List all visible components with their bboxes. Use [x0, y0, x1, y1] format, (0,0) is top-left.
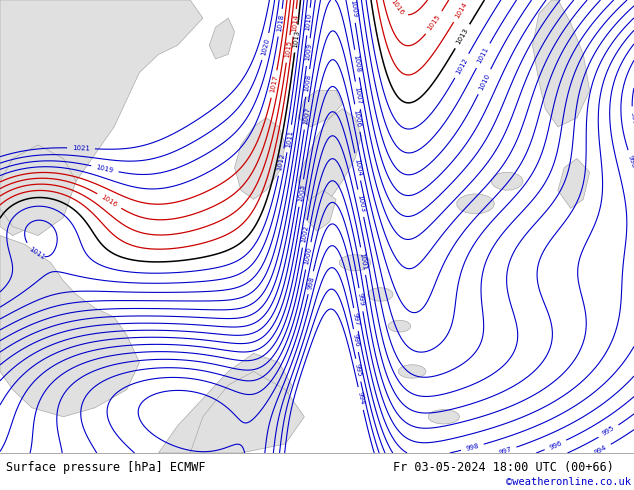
Text: 1003: 1003: [356, 194, 366, 213]
Text: 1018: 1018: [276, 13, 285, 32]
Text: 1007: 1007: [353, 86, 363, 105]
Text: Fr 03-05-2024 18:00 UTC (00+66): Fr 03-05-2024 18:00 UTC (00+66): [393, 461, 614, 474]
Text: 995: 995: [601, 425, 616, 437]
Text: 1012: 1012: [276, 153, 286, 172]
Text: 1017: 1017: [269, 74, 279, 94]
Text: 996: 996: [548, 440, 563, 450]
Text: 1008: 1008: [304, 74, 312, 92]
Text: 994: 994: [356, 392, 365, 406]
Text: 1000: 1000: [304, 246, 313, 265]
Text: 1013: 1013: [292, 29, 301, 48]
Text: 1014: 1014: [291, 14, 299, 32]
Text: 999: 999: [357, 293, 365, 307]
Text: 994: 994: [593, 444, 608, 456]
Text: 1004: 1004: [353, 157, 363, 176]
Text: ©weatheronline.co.uk: ©weatheronline.co.uk: [506, 477, 631, 487]
Text: 1014: 1014: [454, 1, 468, 20]
Text: 1001: 1001: [359, 252, 368, 270]
Text: 1010: 1010: [478, 73, 491, 91]
Text: 1016: 1016: [389, 0, 405, 16]
Text: 1016: 1016: [100, 194, 119, 208]
Text: 1011: 1011: [27, 245, 46, 261]
Text: 1011: 1011: [476, 46, 490, 65]
Text: 1011: 1011: [285, 129, 294, 148]
Text: 1015: 1015: [284, 40, 292, 58]
Text: 1006: 1006: [353, 109, 362, 127]
Text: 1012: 1012: [455, 57, 469, 75]
Text: 995: 995: [354, 363, 363, 377]
Text: 1015: 1015: [427, 14, 442, 32]
Text: 1020: 1020: [261, 37, 271, 56]
Text: 1013: 1013: [455, 27, 470, 46]
Text: 998: 998: [465, 442, 480, 452]
Text: 1009: 1009: [349, 0, 358, 19]
Text: 1021: 1021: [72, 145, 90, 151]
Text: 1010: 1010: [304, 12, 313, 31]
Text: 1005: 1005: [297, 184, 306, 202]
Text: 997: 997: [352, 312, 360, 327]
Text: 1009: 1009: [304, 43, 313, 61]
Text: 998: 998: [627, 154, 634, 169]
Text: 997: 997: [629, 111, 634, 125]
Text: 996: 996: [352, 333, 360, 348]
Text: 998: 998: [306, 275, 315, 290]
Text: 1007: 1007: [302, 106, 311, 125]
Text: 1002: 1002: [301, 224, 309, 243]
Text: 1019: 1019: [96, 164, 114, 173]
Text: 1008: 1008: [353, 54, 361, 73]
Text: Surface pressure [hPa] ECMWF: Surface pressure [hPa] ECMWF: [6, 461, 206, 474]
Text: 997: 997: [498, 446, 513, 456]
